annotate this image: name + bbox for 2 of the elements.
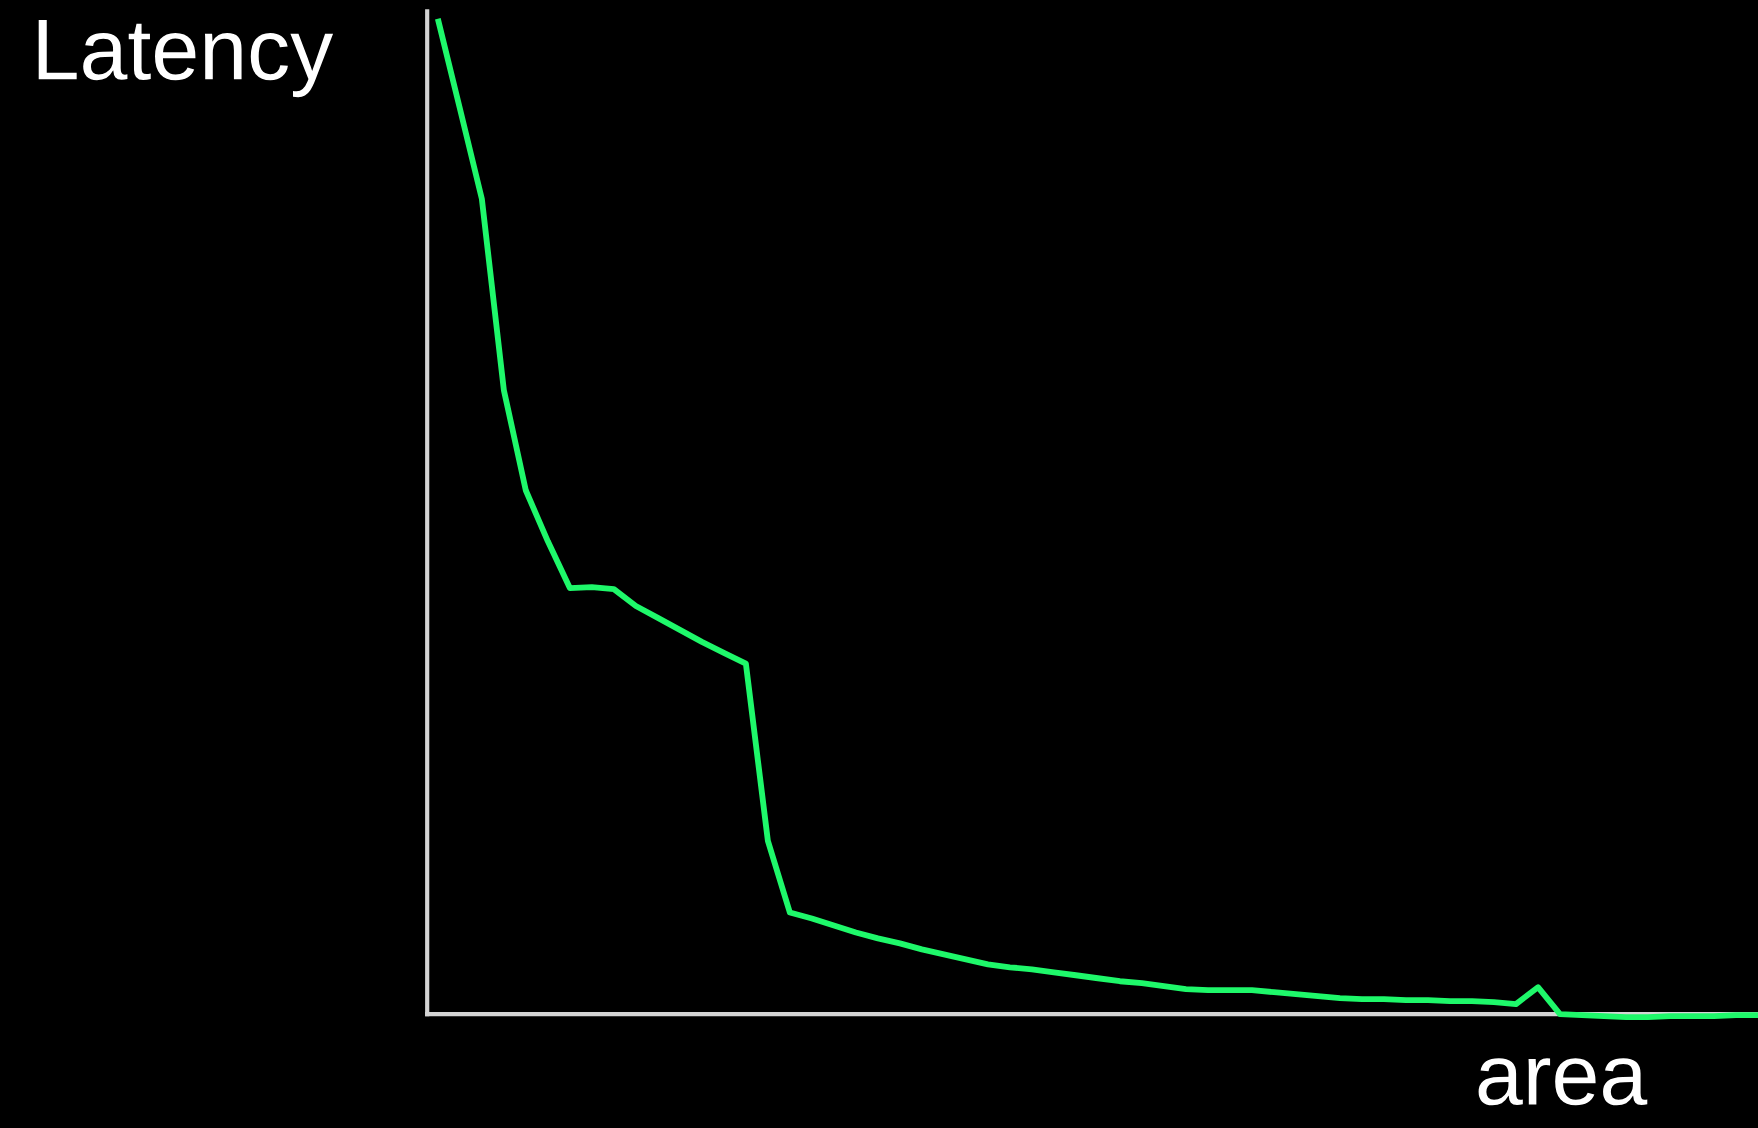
y-axis-title: Latency	[38, 20, 334, 98]
x-axis-title: area	[1478, 1058, 1648, 1106]
